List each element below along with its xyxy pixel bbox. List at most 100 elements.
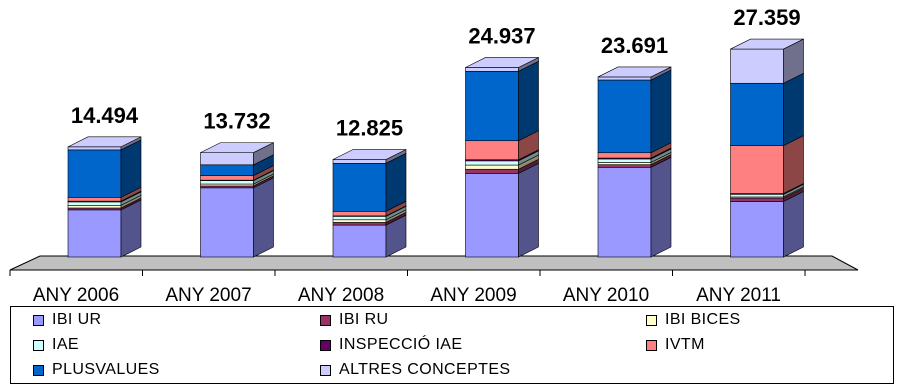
bar-segment-front [200,152,254,166]
bar-segment-front [332,211,387,217]
total-label: 24.937 [468,23,535,48]
bar-segment-front [465,67,519,72]
category-label: ANY 2009 [430,285,516,306]
bar-segment-front [67,201,122,206]
legend-item: IBI UR [33,310,102,330]
bar-segment-front [597,158,652,163]
bar-segment-front [465,140,519,161]
bar-segment-front [597,162,652,165]
bar-segment-front [597,152,652,159]
legend-label: IBI RU [339,311,389,328]
bar-segment-front [597,76,652,81]
bar-segment-front [67,146,122,151]
bar-stacks [67,38,804,258]
legend-item: IBI RU [320,310,389,330]
legend-swatch [320,364,331,376]
total-label: 13.732 [203,109,270,134]
bar-segment-front [200,164,254,176]
legend-item: IBI BICES [646,310,741,330]
bar-segment-side [650,69,672,154]
category-label: ANY 2010 [563,285,649,306]
bar-segment-front [597,79,652,154]
bar-segment-front [332,219,387,223]
bar-top-face [67,136,142,148]
legend-swatch [646,314,657,326]
bar-stack [67,136,142,258]
bar-segment-front [597,164,652,168]
total-label: 14.494 [71,103,139,128]
legend-swatch [33,364,44,376]
bar-stack [465,56,539,258]
bar-segment-front [465,164,519,170]
bar-segment-front [730,82,784,146]
bar-segment-front [332,216,387,221]
bar-segment-side [518,60,539,142]
bar-segment-front [730,145,784,194]
bar-segment-front [332,222,387,226]
legend-swatch [646,339,657,351]
total-label: 27.359 [733,5,800,30]
legend-label: IBI BICES [665,311,741,328]
category-labels: ANY 2006 ANY 2007 ANY 2008 ANY 2009 ANY 2010… [33,285,781,306]
bar-stack [200,142,274,258]
legend-item: PLUSVALUES [33,360,160,380]
bar-segment-front [332,159,387,164]
bar-stack [332,149,407,258]
legend-label: PLUSVALUES [52,361,160,378]
category-label: ANY 2006 [33,285,119,306]
bar-segment-front [465,173,519,258]
legend-swatch [33,339,44,351]
bar-top-face [200,142,274,153]
legend-swatch [320,339,331,351]
bar-segment-front [67,205,122,209]
bar-segment-front [67,197,122,202]
bar-segment-front [200,187,254,258]
legend: IBI UR IBI RU IBI BICES IAE INSPECCIÓ IAE IVT… [10,306,894,384]
category-label: ANY 2008 [298,285,384,306]
bar-segment-front [465,160,519,166]
legend-label: INSPECCIÓ IAE [339,336,463,353]
bar-top-face [730,38,804,50]
bar-segment-front [730,201,784,258]
bar-segment-front [730,194,784,198]
bar-segment-front [200,180,254,185]
bar-segment-front [465,70,519,142]
chart-floor [9,255,859,276]
bar-stack [597,66,672,258]
category-label: ANY 2007 [165,285,251,306]
bar-segment-front [67,209,122,258]
bar-segment-side [253,177,274,258]
floor-plane [9,255,859,271]
legend-label: IVTM [665,336,705,353]
bar-segment-front [597,167,652,258]
bar-segment-side [783,72,804,147]
legend-label: IBI UR [52,311,102,328]
bar-segment-front [465,168,519,174]
bar-segment-front [332,163,387,212]
bar-segment-front [67,149,122,198]
bar-stack [730,38,804,258]
legend-item: INSPECCIÓ IAE [320,335,462,355]
bar-segment-front [332,224,387,258]
legend-label: ALTRES CONCEPTES [339,361,511,378]
category-label: ANY 2011 [696,285,781,306]
total-label: 12.825 [336,116,403,141]
legend-swatch [33,314,44,326]
bar-segment-side [650,156,672,258]
bar-segment-side [783,191,804,258]
bar-segment-side [518,162,539,258]
total-label: 23.691 [601,33,668,58]
bar-top-face [597,66,672,78]
bar-segment-front [200,175,254,181]
legend-label: IAE [52,336,79,353]
bar-segment-front [730,48,784,84]
legend-item: ALTRES CONCEPTES [320,360,510,380]
total-labels: 14.494 13.732 12.825 24.937 23.691 27.359 [71,5,801,141]
bar-top-face [332,149,407,160]
legend-item: IVTM [646,335,705,355]
bar-top-face [465,57,539,68]
legend-item: IAE [33,335,79,355]
bar-segment-front [730,197,784,202]
legend-swatch [320,314,331,326]
